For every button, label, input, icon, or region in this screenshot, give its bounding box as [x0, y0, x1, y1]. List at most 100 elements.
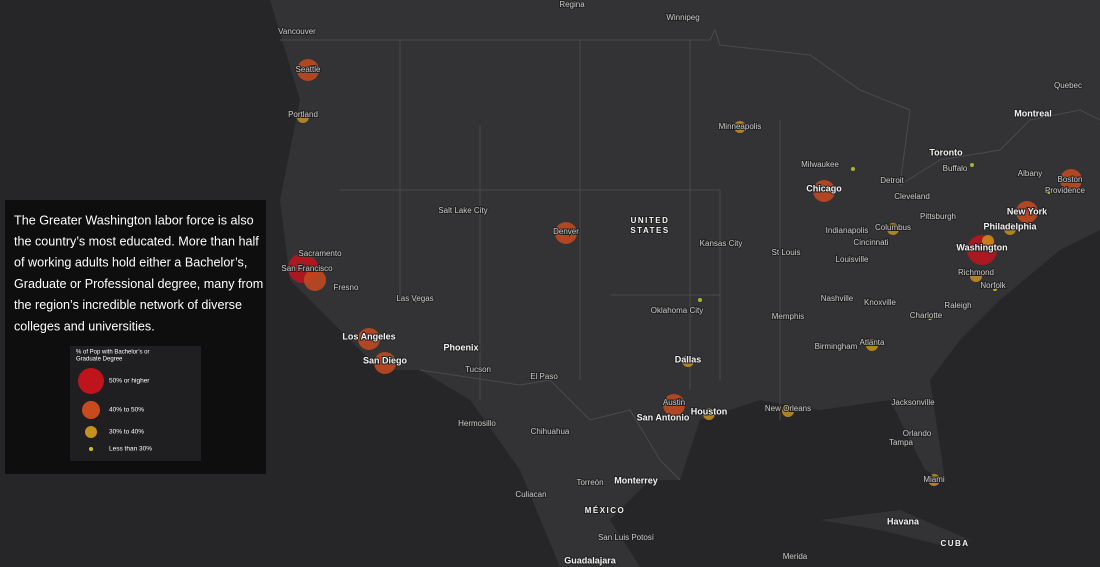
panel-text-line: the region’s incredible network of diver…: [14, 298, 242, 312]
place-label: St Louis: [772, 248, 801, 257]
place-label: Albany: [1018, 169, 1042, 178]
place-label: STATES: [630, 226, 669, 235]
place-label: Toronto: [929, 147, 963, 157]
legend-label: 30% to 40%: [109, 429, 144, 436]
legend-label: 40% to 50%: [109, 407, 144, 414]
place-label: UNITED: [631, 216, 670, 225]
city-marker: [982, 235, 994, 247]
place-label: Seattle: [296, 65, 321, 74]
place-label: Providence: [1045, 186, 1086, 195]
place-label: Boston: [1058, 175, 1083, 184]
place-label: Quebec: [1054, 81, 1082, 90]
place-label: Buffalo: [943, 164, 968, 173]
legend-title: Graduate Degree: [76, 357, 123, 363]
place-label: San Luis Potosí: [598, 533, 655, 542]
place-label: Havana: [887, 516, 920, 526]
city-marker: [866, 339, 878, 351]
city-marker: [374, 352, 396, 374]
place-label: Detroit: [880, 176, 904, 185]
place-label: El Paso: [530, 372, 558, 381]
place-label: Knoxville: [864, 298, 897, 307]
panel-text-line: colleges and universities.: [14, 319, 155, 333]
place-label: San Francisco: [281, 264, 333, 273]
place-label: Milwaukee: [801, 160, 839, 169]
place-label: Miami: [923, 475, 945, 484]
city-marker: [734, 121, 746, 133]
place-label: Raleigh: [944, 301, 971, 310]
legend-swatch: [89, 447, 93, 451]
legend-swatch: [82, 401, 100, 419]
place-label: Norfolk: [980, 281, 1006, 290]
place-label: Phoenix: [443, 342, 478, 352]
place-label: Houston: [691, 406, 728, 416]
place-label: Los Angeles: [342, 331, 395, 341]
city-marker: [1016, 201, 1038, 223]
place-label: Columbus: [875, 223, 911, 232]
place-label: Monterrey: [614, 475, 658, 485]
place-label: Hermosillo: [458, 419, 496, 428]
place-label: Richmond: [958, 268, 994, 277]
place-label: Charlotte: [910, 311, 943, 320]
city-marker: [703, 408, 715, 420]
panel-text-line: of working adults hold either a Bachelor…: [14, 256, 247, 270]
land-cuba: [820, 510, 970, 545]
place-label: San Diego: [363, 355, 408, 365]
city-marker: [1047, 190, 1051, 194]
place-label: Culiacan: [515, 490, 546, 499]
city-marker: [970, 270, 982, 282]
city-marker: [928, 316, 932, 320]
place-label: Montreal: [1014, 108, 1052, 118]
place-label: Austin: [663, 398, 685, 407]
place-label: Nashville: [821, 294, 854, 303]
place-label: Philadelphia: [983, 221, 1037, 231]
borders: [280, 28, 1100, 481]
legend-title: % of Pop with Bachelor’s or: [76, 350, 149, 356]
place-label: Sacramento: [298, 249, 342, 258]
city-marker: [698, 298, 702, 302]
place-label: Vancouver: [278, 27, 316, 36]
place-label: Washington: [956, 242, 1007, 252]
legend-swatch: [85, 426, 97, 438]
city-marker: [663, 394, 685, 416]
panel-text-line: The Greater Washington labor force is al…: [14, 213, 254, 227]
city-marker: [297, 59, 319, 81]
place-label: Salt Lake City: [438, 206, 487, 215]
place-label: New Orleans: [765, 404, 811, 413]
city-marker: [851, 167, 855, 171]
place-label: Tampa: [889, 438, 914, 447]
place-label: CUBA: [940, 539, 969, 548]
place-label: San Antonio: [637, 412, 690, 422]
city-marker: [813, 180, 835, 202]
place-label: Cincinnati: [853, 238, 888, 247]
place-label: Memphis: [772, 312, 804, 321]
place-label: Dallas: [675, 354, 702, 364]
place-label: Tucson: [465, 365, 491, 374]
place-label: Atlanta: [860, 338, 885, 347]
city-marker: [836, 298, 840, 302]
place-label: Kansas City: [700, 239, 743, 248]
place-label: MÉXICO: [585, 506, 626, 515]
place-label: Pittsburgh: [920, 212, 956, 221]
city-marker: [682, 355, 694, 367]
city-marker: [993, 287, 997, 291]
place-label: Winnipeg: [666, 13, 699, 22]
place-label: Guadalajara: [564, 555, 617, 565]
place-label: Chihuahua: [531, 427, 570, 436]
place-label: Oklahoma City: [651, 306, 703, 315]
place-label: Jacksonville: [891, 398, 935, 407]
panel-text-line: the country’s most educated. More than h…: [14, 235, 259, 249]
city-marker: [970, 163, 974, 167]
legend-swatch: [78, 368, 104, 394]
place-label: Portland: [288, 110, 318, 119]
place-label: Birmingham: [815, 342, 858, 351]
city-marker: [1004, 223, 1016, 235]
legend-label: Less than 30%: [109, 446, 152, 453]
place-label: New York: [1007, 206, 1048, 216]
place-label: Minneapolis: [719, 122, 762, 131]
place-label: Regina: [559, 0, 585, 9]
place-label: Merida: [783, 552, 808, 561]
land: [270, 0, 1100, 567]
city-marker: [555, 222, 577, 244]
place-label: Orlando: [903, 429, 932, 438]
